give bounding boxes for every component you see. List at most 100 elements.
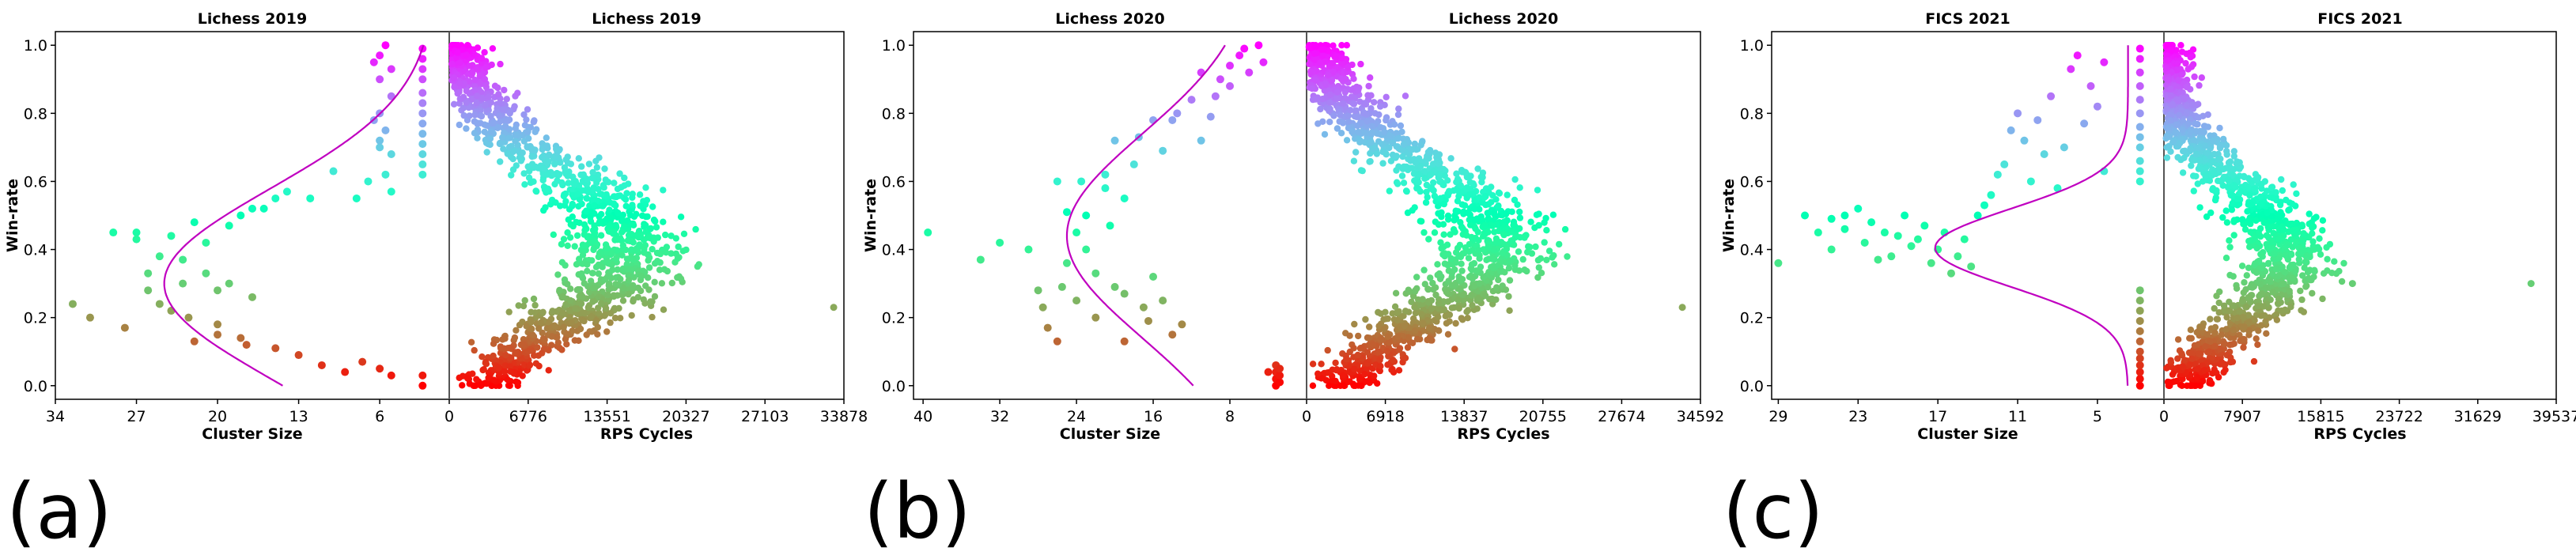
rps-point xyxy=(2300,230,2307,237)
rps-point xyxy=(629,194,636,202)
rps-point xyxy=(551,323,558,330)
cluster-point xyxy=(1187,96,1196,104)
rps-point xyxy=(621,182,628,189)
rps-point xyxy=(1385,339,1393,346)
rps-point xyxy=(1344,63,1352,71)
cluster-point xyxy=(2067,65,2075,74)
rps-point xyxy=(1364,334,1371,342)
rps-point xyxy=(1473,215,1481,222)
rps-point xyxy=(592,225,599,232)
rps-point xyxy=(1395,163,1402,170)
rps-point xyxy=(1400,179,1408,187)
cluster-point xyxy=(132,229,141,237)
rps-point xyxy=(2278,281,2285,288)
rps-point xyxy=(2289,274,2296,281)
rps-outlier-point xyxy=(1678,304,1686,312)
rps-point xyxy=(1551,261,1558,268)
rps-point xyxy=(1465,255,1473,262)
rps-point xyxy=(2298,248,2306,255)
rps-point xyxy=(2245,294,2252,301)
rps-point xyxy=(1376,336,1384,343)
cluster-point xyxy=(358,357,367,366)
cluster-size-points xyxy=(1774,44,2144,390)
rps-point xyxy=(549,333,556,340)
rps-point xyxy=(1534,187,1541,194)
rps-point xyxy=(1314,370,1322,377)
rps-point xyxy=(1326,382,1333,389)
rps-point xyxy=(584,176,591,183)
rps-point xyxy=(1506,277,1514,284)
rps-point xyxy=(1508,208,1515,215)
rps-point xyxy=(612,221,619,229)
rps-point xyxy=(487,128,494,136)
rps-point xyxy=(2211,187,2218,194)
rps-point xyxy=(574,191,581,198)
rps-point xyxy=(2183,83,2190,91)
rps-point xyxy=(1381,129,1388,136)
rps-point xyxy=(1365,82,1372,90)
rps-point xyxy=(463,125,470,132)
rps-point xyxy=(456,374,463,381)
rps-point xyxy=(1556,240,1563,248)
rps-point xyxy=(528,308,535,315)
rps-point xyxy=(501,335,509,342)
rps-point xyxy=(1364,360,1371,367)
rps-point xyxy=(2234,176,2241,183)
rps-point xyxy=(2196,157,2203,164)
rps-point xyxy=(1476,255,1483,263)
cluster-point xyxy=(418,371,427,380)
rps-point xyxy=(2206,348,2213,356)
rps-point xyxy=(1404,344,1412,351)
rps-point xyxy=(2256,193,2264,201)
rps-point xyxy=(482,101,489,109)
rps-point xyxy=(1448,304,1456,312)
rps-point xyxy=(1478,179,1485,186)
rps-point xyxy=(543,142,550,149)
rps-point xyxy=(481,128,488,135)
rps-point xyxy=(474,44,482,51)
rps-point xyxy=(1516,184,1523,191)
rps-point xyxy=(1427,274,1434,281)
rps-point xyxy=(594,323,601,331)
rps-point xyxy=(663,244,671,251)
rps-point xyxy=(649,246,656,253)
cluster-point xyxy=(1901,211,1909,220)
rps-point xyxy=(2230,218,2237,225)
rps-point xyxy=(1381,325,1388,333)
rps-point xyxy=(454,42,462,49)
rps-point xyxy=(2220,135,2227,143)
rps-point xyxy=(1360,109,1367,117)
rps-point xyxy=(621,222,628,229)
rps-point xyxy=(1471,206,1478,213)
right-x-tick-label: 31629 xyxy=(2454,408,2502,425)
rps-point xyxy=(523,116,530,123)
rps-point xyxy=(485,374,492,382)
rps-point xyxy=(619,297,627,304)
rps-point xyxy=(656,250,664,258)
rps-point xyxy=(529,331,536,338)
rps-point xyxy=(1330,68,1337,76)
rps-point xyxy=(617,275,624,283)
rps-point xyxy=(591,185,598,192)
cluster-point xyxy=(376,75,384,84)
rps-point xyxy=(592,263,600,270)
rps-point xyxy=(613,255,620,262)
rps-point xyxy=(460,111,467,119)
rps-point xyxy=(1448,281,1456,289)
rps-point xyxy=(677,275,685,282)
panel-label-b: (b) xyxy=(864,467,971,556)
cluster-point xyxy=(376,136,384,145)
rps-point xyxy=(611,179,618,187)
rps-point xyxy=(1434,271,1441,278)
rps-point xyxy=(570,180,578,188)
rps-point xyxy=(2255,327,2262,334)
rps-point xyxy=(2187,128,2194,136)
rps-point xyxy=(1526,244,1534,251)
rps-point xyxy=(1377,103,1384,110)
rps-point xyxy=(495,91,502,98)
rps-cycle-points xyxy=(448,42,838,389)
rps-point xyxy=(560,323,567,330)
cluster-point xyxy=(1801,211,1810,220)
rps-point xyxy=(2336,267,2343,275)
left-x-tick-label: 11 xyxy=(2008,408,2027,425)
